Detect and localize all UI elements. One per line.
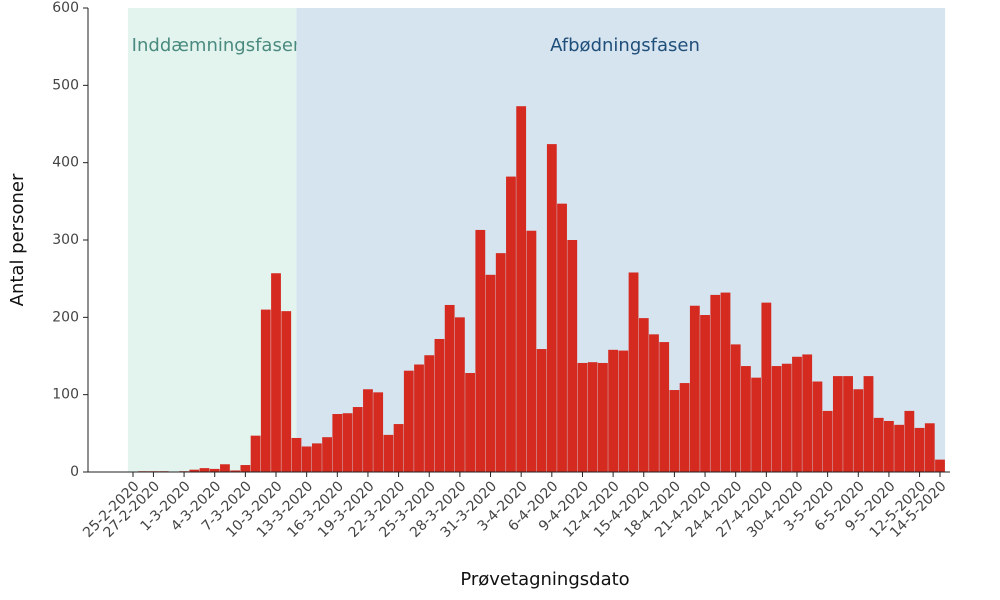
bar bbox=[526, 230, 537, 472]
bar bbox=[363, 389, 373, 472]
bar bbox=[781, 363, 792, 472]
y-tick-label: 400 bbox=[52, 155, 79, 171]
y-tick-label: 200 bbox=[52, 309, 79, 325]
bar bbox=[730, 344, 741, 472]
bar bbox=[475, 229, 486, 472]
bar bbox=[557, 203, 567, 473]
bar bbox=[220, 464, 230, 472]
bar bbox=[628, 272, 639, 472]
bar bbox=[761, 302, 772, 472]
bar bbox=[189, 469, 200, 472]
bar bbox=[873, 417, 884, 472]
bar bbox=[618, 350, 629, 472]
bar bbox=[659, 342, 670, 472]
bar bbox=[209, 468, 220, 472]
bar bbox=[536, 349, 547, 472]
bar bbox=[822, 410, 833, 472]
bar bbox=[271, 273, 281, 472]
bar bbox=[792, 356, 802, 472]
bar bbox=[434, 338, 445, 472]
bar bbox=[516, 106, 527, 473]
bar bbox=[373, 392, 384, 472]
bar bbox=[894, 424, 905, 472]
bar bbox=[904, 410, 915, 472]
y-tick-label: 300 bbox=[52, 232, 79, 248]
bar bbox=[281, 311, 292, 472]
bar bbox=[689, 305, 700, 472]
bar bbox=[230, 470, 241, 472]
bar bbox=[914, 427, 925, 472]
bar bbox=[771, 366, 782, 472]
bar bbox=[924, 423, 935, 472]
bar bbox=[751, 377, 762, 472]
bar bbox=[567, 240, 578, 472]
y-tick-label: 0 bbox=[70, 464, 79, 480]
bar bbox=[383, 434, 394, 472]
bar bbox=[403, 370, 414, 472]
y-tick-label: 100 bbox=[52, 387, 79, 403]
bar bbox=[587, 362, 598, 472]
bar bbox=[260, 309, 271, 472]
bar bbox=[832, 376, 843, 472]
y-tick-label: 500 bbox=[52, 77, 79, 93]
bar bbox=[454, 317, 465, 472]
bar bbox=[741, 366, 751, 472]
bar bbox=[608, 349, 619, 472]
bar bbox=[311, 443, 322, 472]
bar bbox=[352, 407, 363, 472]
bar bbox=[495, 253, 506, 472]
bar bbox=[597, 362, 608, 472]
phase-label: Afbødningsfasen bbox=[550, 35, 700, 56]
bar bbox=[649, 334, 659, 472]
bar bbox=[843, 376, 853, 472]
bar bbox=[506, 176, 516, 472]
bar bbox=[710, 294, 721, 472]
phase-label: Inddæmningsfasen bbox=[132, 35, 305, 56]
bar bbox=[424, 355, 435, 472]
bar bbox=[465, 373, 476, 472]
bar bbox=[414, 364, 424, 472]
bar bbox=[485, 274, 496, 472]
y-tick-label: 600 bbox=[52, 0, 79, 16]
bar bbox=[669, 390, 680, 472]
bar bbox=[332, 414, 343, 472]
bar bbox=[291, 437, 302, 472]
bar bbox=[812, 381, 823, 472]
bar bbox=[720, 292, 731, 472]
bar bbox=[240, 465, 251, 472]
x-axis-title: Prøvetagningsdato bbox=[460, 569, 629, 590]
bar bbox=[700, 315, 710, 472]
bar bbox=[301, 446, 312, 472]
bar bbox=[802, 354, 813, 472]
y-axis-title: Antal personer bbox=[7, 173, 28, 306]
bar bbox=[250, 435, 261, 472]
bar bbox=[546, 144, 557, 472]
bar bbox=[863, 376, 874, 472]
bar bbox=[884, 420, 894, 472]
bar bbox=[935, 459, 945, 472]
bar bbox=[322, 437, 332, 472]
bar bbox=[853, 389, 864, 472]
bar bbox=[342, 413, 353, 472]
bar bbox=[444, 304, 455, 472]
bar bbox=[679, 383, 690, 472]
bar bbox=[393, 424, 404, 472]
bar bbox=[638, 318, 649, 472]
bar bbox=[577, 362, 588, 472]
bar bbox=[199, 468, 210, 472]
